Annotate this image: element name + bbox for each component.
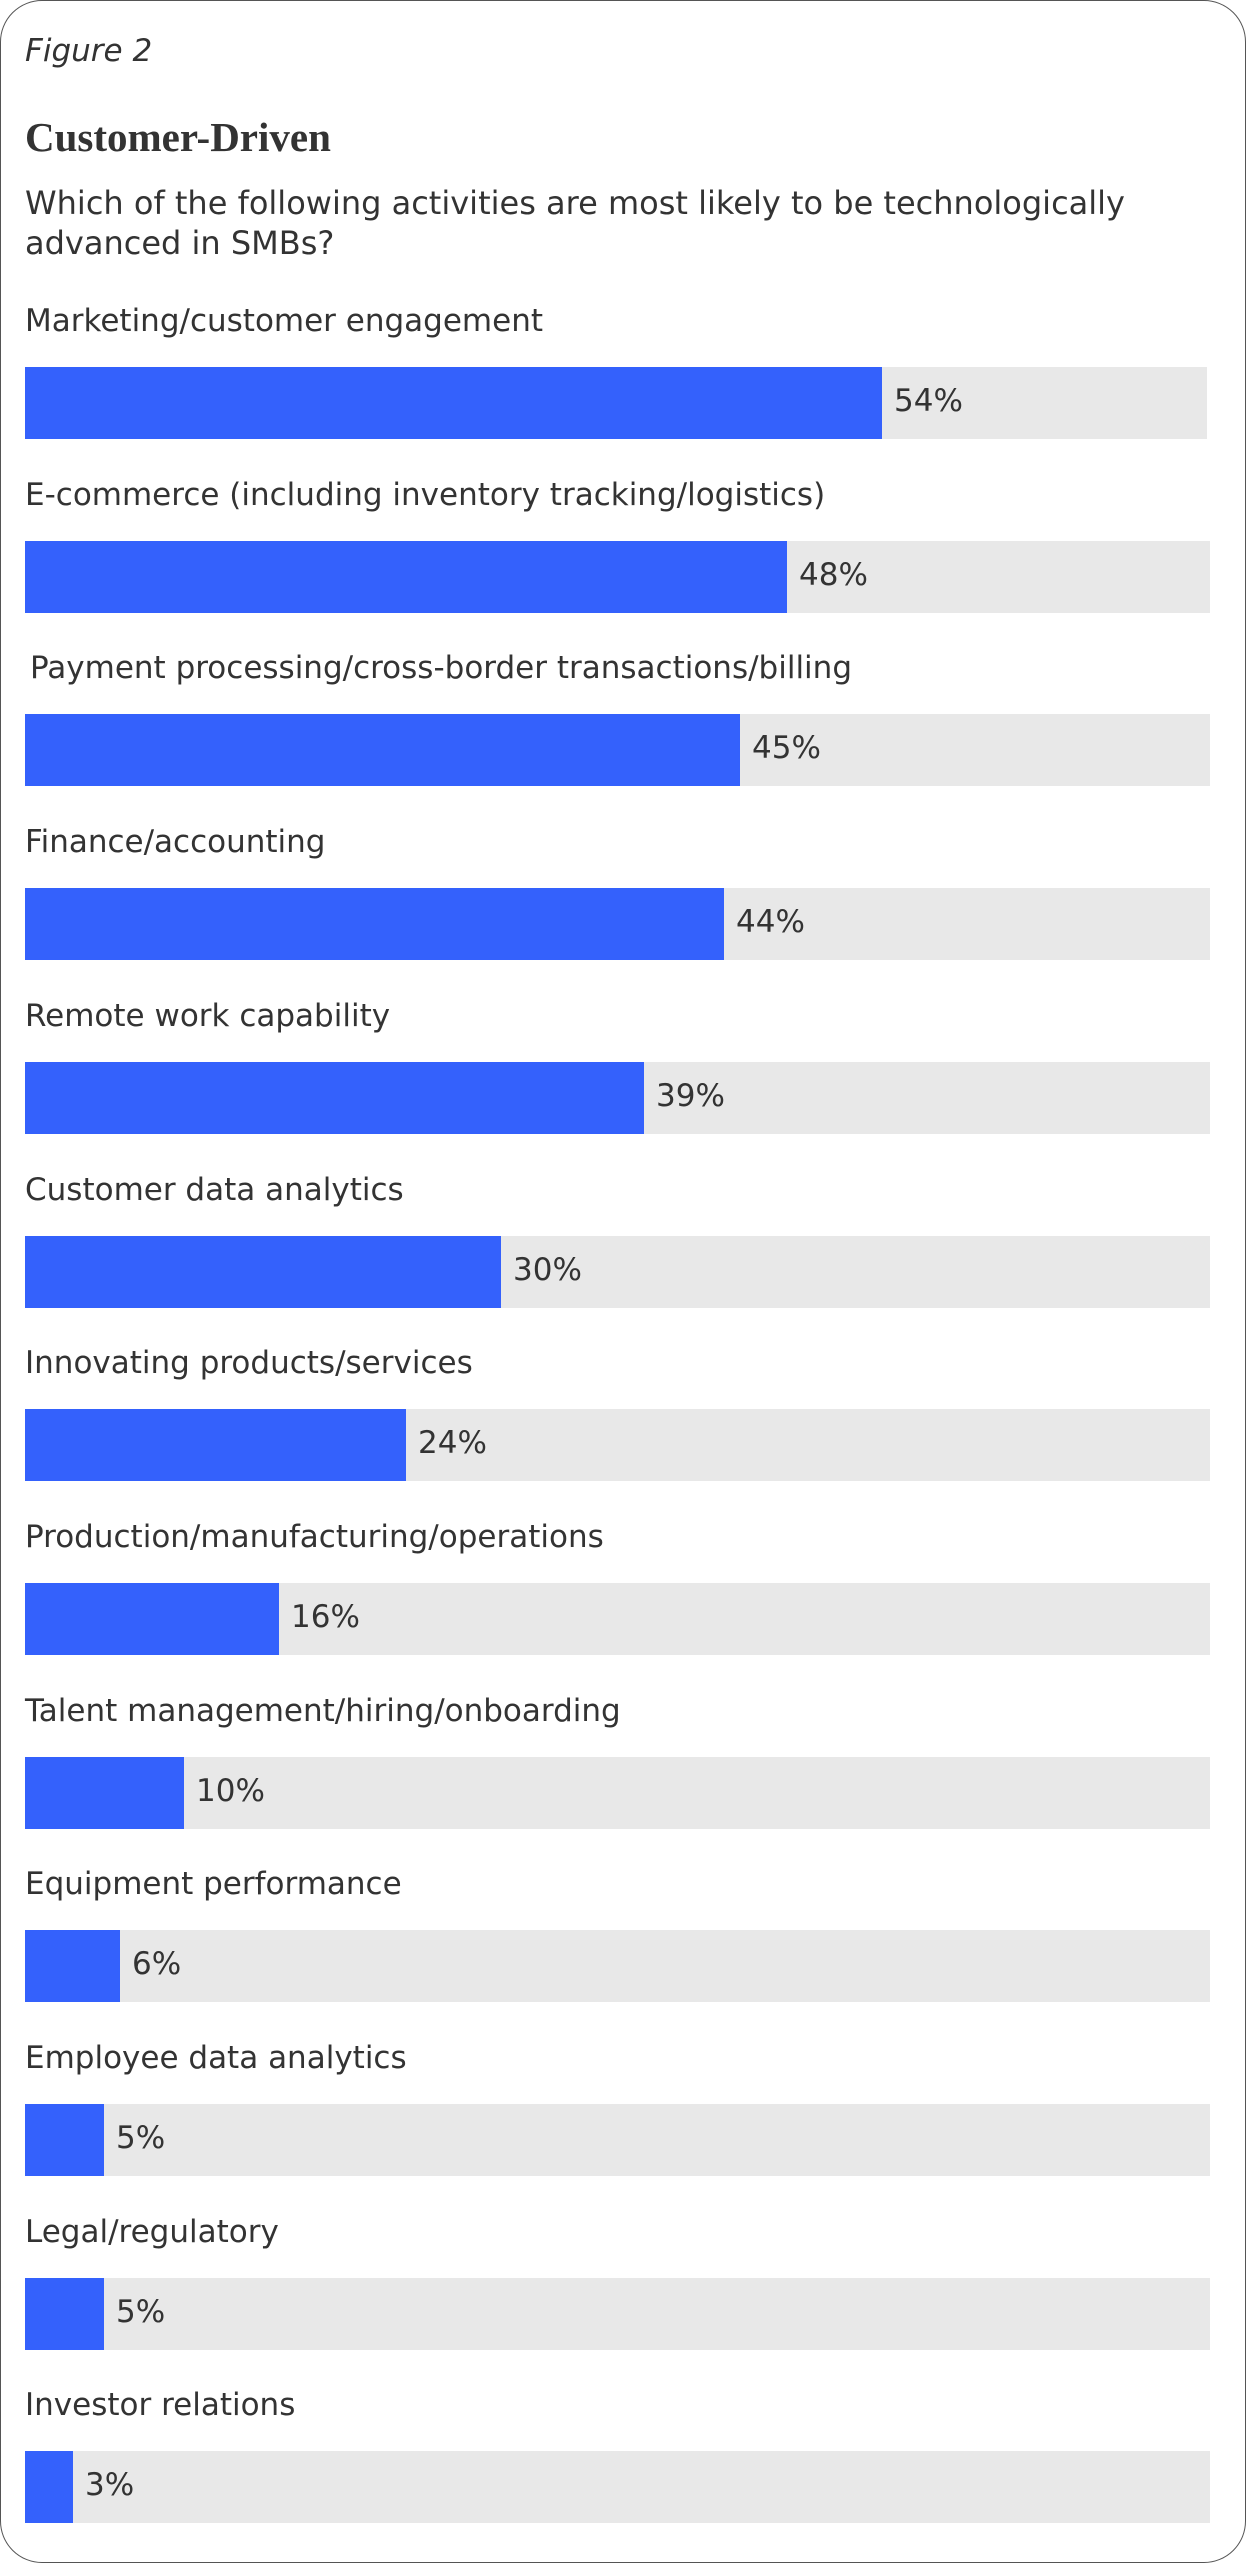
bar-row: Talent management/hiring/onboarding 10% (25, 1691, 1210, 1831)
bar-track: 48% (25, 541, 1210, 613)
bar-value-label: 45% (752, 730, 821, 766)
bar (25, 888, 724, 960)
bar-track: 3% (25, 2451, 1210, 2523)
bar (25, 1236, 501, 1308)
bar-value-label: 5% (116, 2294, 166, 2330)
bar-value-label: 24% (418, 1425, 487, 1461)
bar-track: 6% (25, 1930, 1210, 2002)
bar-row: Equipment performance 6% (25, 1864, 1210, 2004)
bar-track: 5% (25, 2104, 1210, 2176)
bar (25, 1757, 184, 1829)
chart-title: Customer-Driven (25, 114, 331, 160)
bar-row: Legal/regulatory 5% (25, 2212, 1210, 2352)
bar-category-label: Finance/accounting (25, 824, 326, 860)
chart-subtitle: Which of the following activities are mo… (25, 184, 1125, 262)
bar-track: 5% (25, 2278, 1210, 2350)
bar-category-label: Investor relations (25, 2387, 296, 2423)
bar (25, 367, 882, 439)
bar (25, 541, 787, 613)
bar-row: Marketing/customer engagement 54% (25, 301, 1210, 441)
bar-row: Payment processing/cross-border transact… (25, 648, 1210, 788)
bar (25, 2278, 104, 2350)
bar-value-label: 39% (656, 1078, 725, 1114)
bar-category-label: Production/manufacturing/operations (25, 1519, 604, 1555)
bar-category-label: Equipment performance (25, 1866, 402, 1902)
bar (25, 2104, 104, 2176)
bar-row: Employee data analytics 5% (25, 2038, 1210, 2178)
bar-category-label: Talent management/hiring/onboarding (25, 1693, 621, 1729)
bar-category-label: Payment processing/cross-border transact… (30, 650, 852, 686)
bar-category-label: Innovating products/services (25, 1345, 473, 1381)
bar-track: 45% (25, 714, 1210, 786)
bar-category-label: Remote work capability (25, 998, 391, 1034)
bar-value-label: 30% (513, 1252, 582, 1288)
bar-track: 24% (25, 1409, 1210, 1481)
bar-track: 44% (25, 888, 1210, 960)
bar-track: 10% (25, 1757, 1210, 1829)
bar (25, 1583, 279, 1655)
bar-row: Innovating products/services 24% (25, 1343, 1210, 1483)
bar-value-label: 54% (894, 383, 963, 419)
bar-track: 39% (25, 1062, 1210, 1134)
bar-row: Finance/accounting 44% (25, 822, 1210, 962)
bar-row: Production/manufacturing/operations 16% (25, 1517, 1210, 1657)
bar-value-label: 10% (196, 1773, 265, 1809)
bar-category-label: Employee data analytics (25, 2040, 407, 2076)
bar-value-label: 5% (116, 2120, 166, 2156)
bar-category-label: Customer data analytics (25, 1172, 404, 1208)
bar-track: 54% (25, 367, 1207, 439)
bar-row: Investor relations 3% (25, 2385, 1210, 2525)
bar-category-label: Marketing/customer engagement (25, 303, 543, 339)
bar (25, 1930, 120, 2002)
bar (25, 1409, 406, 1481)
bar (25, 1062, 644, 1134)
bar-row: Customer data analytics 30% (25, 1170, 1210, 1310)
bar (25, 714, 740, 786)
figure-label: Figure 2 (25, 33, 153, 69)
bar-track: 30% (25, 1236, 1210, 1308)
bar-row: Remote work capability 39% (25, 996, 1210, 1136)
bar (25, 2451, 73, 2523)
bar-value-label: 44% (736, 904, 805, 940)
bar-track: 16% (25, 1583, 1210, 1655)
bar-value-label: 3% (85, 2467, 135, 2503)
bar-value-label: 16% (291, 1599, 360, 1635)
bar-category-label: E-commerce (including inventory tracking… (25, 477, 826, 513)
bar-row: E-commerce (including inventory tracking… (25, 475, 1210, 615)
bar-category-label: Legal/regulatory (25, 2214, 279, 2250)
bar-value-label: 48% (799, 557, 868, 593)
bar-value-label: 6% (132, 1946, 182, 1982)
